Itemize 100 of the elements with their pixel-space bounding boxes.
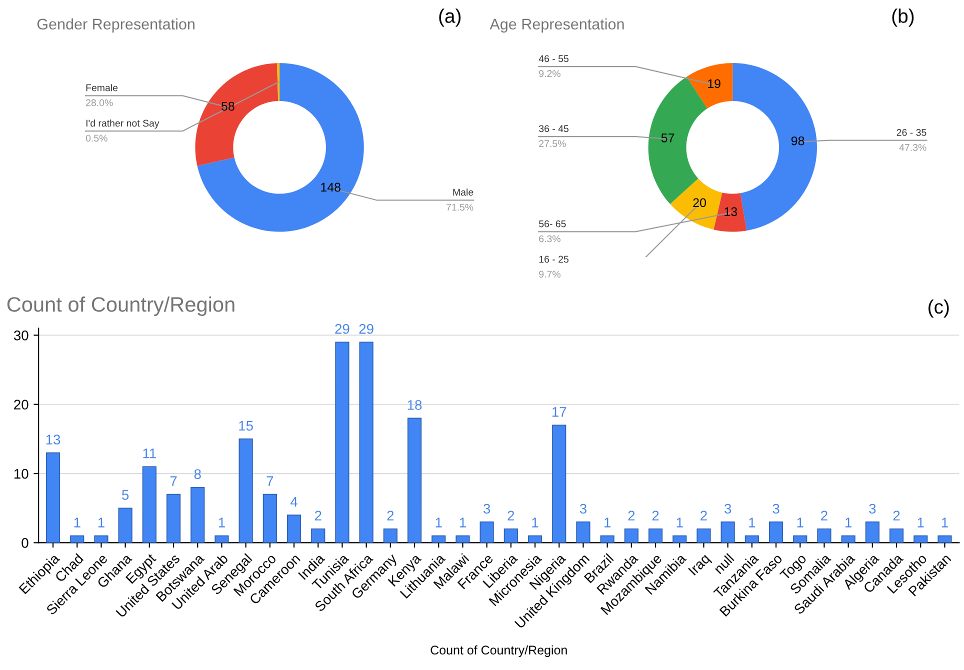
bar (383, 528, 398, 543)
slice-label: 36 - 45 (539, 125, 568, 132)
text: 28.0% (86, 99, 113, 106)
y-tick-label: 10 (14, 468, 28, 479)
bar (672, 535, 687, 543)
data-label: 17 (552, 407, 566, 417)
data-label: 3 (724, 504, 732, 514)
slice-label: 56- 65 (539, 220, 566, 228)
bar (624, 528, 638, 543)
donut-slice (714, 192, 747, 232)
data-label: 3 (483, 504, 490, 514)
bar (238, 438, 253, 543)
bar (793, 535, 808, 543)
data-label: 3 (772, 504, 780, 514)
text: (c) (928, 299, 949, 318)
data-label: 98 (791, 136, 804, 146)
text: 0.5% (86, 134, 108, 142)
slice-label: Male (453, 188, 474, 196)
data-label: 1 (74, 518, 80, 528)
data-label: 7 (266, 476, 274, 486)
bar (262, 494, 277, 543)
data-label: 7 (170, 476, 177, 486)
data-label: 1 (676, 518, 683, 528)
data-label: 20 (693, 198, 706, 208)
bar (889, 528, 904, 543)
donut-slice (277, 63, 280, 102)
text: 47.3% (899, 144, 926, 151)
data-label: 1 (436, 518, 442, 528)
data-label: 1 (218, 518, 225, 528)
data-label: 2 (652, 510, 659, 520)
text: 71.5% (446, 204, 474, 211)
bar (166, 494, 181, 543)
y-tick-label: 0 (22, 538, 28, 548)
bar (938, 535, 952, 543)
data-label: 13 (46, 434, 60, 444)
bar (94, 535, 108, 543)
donut-slice (670, 178, 722, 230)
slice-label: 26 - 35 (896, 129, 926, 136)
data-label: 1 (942, 518, 948, 528)
y-tick-label: 20 (14, 400, 28, 410)
slice-label: I'd rather not Say (86, 120, 160, 129)
chart-title: Age Representation (490, 18, 624, 33)
text: 27.5% (539, 140, 566, 148)
chart-title: Count of Country/Region (7, 296, 234, 316)
data-label: 2 (508, 510, 514, 520)
data-label: 2 (387, 510, 394, 520)
data-label: 29 (335, 324, 350, 334)
data-label: 8 (194, 469, 201, 480)
bar (407, 418, 422, 543)
data-label: 1 (604, 518, 611, 528)
bar (190, 486, 205, 543)
bar (118, 508, 132, 543)
data-label: 11 (143, 448, 156, 458)
bar (744, 535, 759, 543)
data-label: 13 (724, 207, 738, 216)
data-label: 29 (359, 324, 374, 334)
bar (841, 535, 856, 543)
data-label: 1 (846, 518, 852, 528)
data-label: 1 (532, 518, 538, 528)
data-label: 5 (122, 490, 129, 500)
bar (648, 528, 663, 543)
data-label: 57 (661, 134, 674, 142)
bar (335, 342, 350, 543)
data-label: 2 (893, 510, 900, 520)
bar (552, 424, 566, 543)
bar (70, 535, 84, 543)
data-label: 2 (314, 510, 322, 520)
data-label: 1 (797, 518, 804, 528)
data-label: 58 (221, 102, 234, 111)
text: 6.3% (539, 235, 560, 242)
bar (865, 522, 880, 543)
bar (528, 535, 542, 543)
y-tick-label: 30 (14, 330, 28, 340)
bar (600, 535, 614, 543)
data-label: 1 (460, 518, 466, 528)
slice-label: Female (86, 84, 118, 92)
slice-label: 46 - 55 (538, 55, 568, 62)
bar (914, 535, 928, 543)
text: (b) (892, 8, 914, 27)
bar (504, 528, 518, 543)
bar (432, 535, 446, 543)
bar (46, 452, 60, 543)
x-axis-title: Count of Country/Region (430, 645, 567, 657)
data-label: 148 (321, 182, 340, 192)
donut-slice (195, 63, 278, 166)
data-label: 18 (408, 400, 422, 410)
x-tick-label: Iraq (688, 553, 712, 578)
slice-label: 16 - 25 (539, 256, 568, 263)
bar (817, 528, 832, 543)
bar (480, 522, 494, 543)
bar (768, 522, 784, 543)
donut-slice (197, 63, 364, 232)
data-label: 19 (708, 79, 720, 88)
text: (a) (439, 8, 461, 27)
data-label: 1 (98, 518, 104, 528)
text: 9.7% (539, 270, 560, 278)
data-label: 1 (918, 518, 924, 528)
bar (720, 522, 735, 543)
donut-slice (686, 63, 733, 109)
data-label: 1 (749, 518, 756, 528)
